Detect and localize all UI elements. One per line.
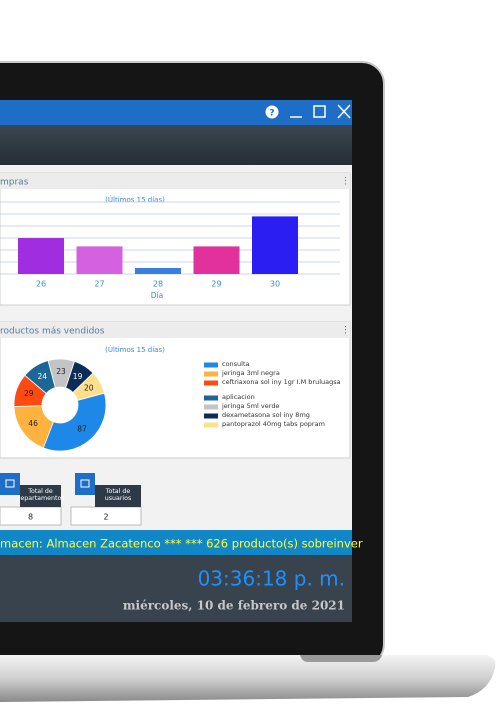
clock: 03:36:18 p. m. — [198, 567, 345, 591]
title-bar — [0, 100, 352, 125]
card-icon — [75, 473, 95, 495]
legend-label: dexametasona sol iny 8mg — [222, 411, 310, 419]
bar-subtitle: (Últimos 15 días) — [105, 195, 165, 204]
bar — [18, 238, 64, 274]
card-icon-glyph — [80, 479, 90, 488]
card-label-box — [95, 485, 141, 507]
bar — [252, 216, 298, 274]
x-tick-label: 30 — [270, 280, 280, 289]
card-value: 2 — [103, 513, 108, 522]
ticker-text: macen: Almacen Zacatenco *** *** 626 pro… — [0, 537, 363, 551]
bar-panel-header — [0, 173, 350, 189]
card-icon-glyph — [5, 479, 15, 488]
x-tick-label: 28 — [153, 280, 163, 289]
legend-swatch — [204, 362, 218, 368]
legend-swatch — [204, 404, 218, 410]
laptop-base — [0, 655, 496, 702]
status-area — [0, 555, 352, 622]
slice-label: 29 — [24, 389, 34, 398]
x-tick-label: 29 — [211, 280, 221, 289]
header-band — [0, 125, 352, 165]
legend-label: jeringa 3ml negra — [222, 369, 280, 377]
panel-menu[interactable]: ⋮ — [341, 177, 350, 187]
legend-label: ceftriaxona sol iny 1gr I.M bruluagsa — [222, 378, 341, 386]
legend-label: jeringa 5ml verde — [222, 402, 280, 410]
slice-label: 23 — [56, 367, 66, 376]
card-label-box — [20, 485, 61, 507]
bar — [76, 246, 123, 274]
pie-panel-header — [0, 322, 350, 338]
legend-swatch — [204, 395, 218, 401]
bar-panel-title: mpras — [0, 178, 29, 188]
pie-slice — [42, 392, 107, 452]
bar — [193, 246, 240, 274]
legend-swatch — [204, 413, 218, 419]
legend-swatch — [204, 422, 218, 428]
panel-menu[interactable]: ⋮ — [341, 326, 350, 336]
pie-slice — [72, 372, 105, 401]
close-button[interactable] — [337, 104, 351, 119]
slice-label: 46 — [28, 419, 38, 428]
x-axis-label: Día — [151, 291, 163, 300]
card-label: Total de usuarios — [105, 488, 132, 502]
help-icon: ? — [269, 109, 274, 119]
pie-panel-title: roductos más vendidos — [0, 327, 105, 337]
ticker-band — [0, 530, 352, 555]
legend-label: aplicacion — [222, 393, 255, 401]
card-icon — [0, 473, 20, 495]
legend-label: pantoprazol 40mg tabs popram — [222, 420, 325, 428]
card-label: Total de departamentos — [16, 488, 64, 502]
maximize-button[interactable] — [313, 105, 326, 118]
date: miércoles, 10 de febrero de 2021 — [123, 599, 345, 613]
slice-label: 87 — [77, 425, 87, 434]
bar — [135, 268, 181, 274]
slice-label: 20 — [84, 384, 94, 393]
pie-subtitle: (Últimos 15 días) — [105, 345, 165, 354]
legend-swatch — [204, 380, 218, 386]
help-button[interactable] — [265, 105, 279, 119]
slice-label: 24 — [38, 372, 48, 381]
base-notch — [300, 655, 382, 662]
slice-label: 19 — [73, 372, 83, 381]
x-tick-label: 26 — [36, 280, 46, 289]
legend-swatch — [204, 371, 218, 377]
legend-label: consulta — [222, 360, 250, 368]
card-value: 8 — [28, 513, 33, 522]
x-tick-label: 27 — [94, 280, 104, 289]
